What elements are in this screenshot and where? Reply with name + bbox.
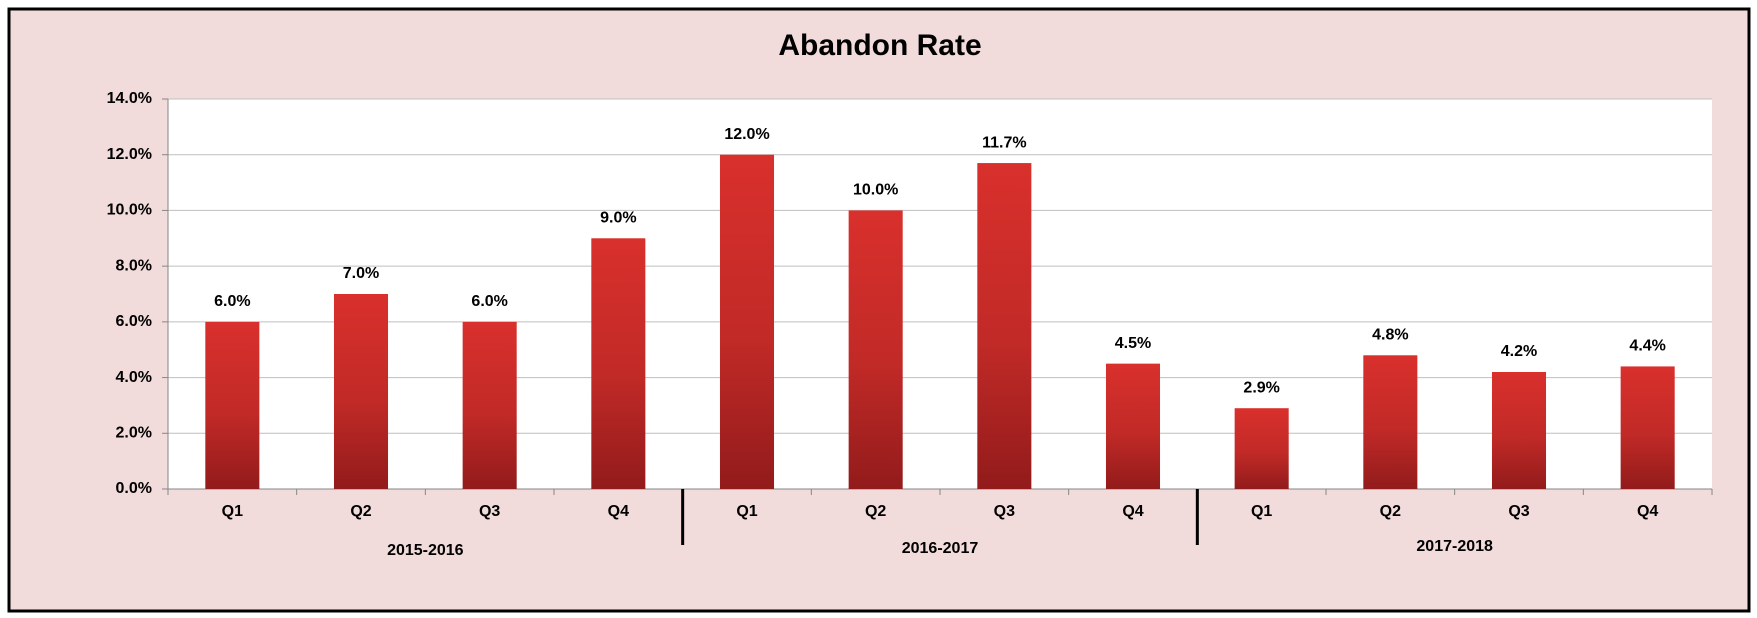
- data-label: 6.0%: [214, 293, 250, 310]
- y-tick-label: 10.0%: [107, 202, 152, 219]
- bar: [848, 210, 903, 489]
- bar: [205, 321, 260, 489]
- data-label: 4.4%: [1629, 338, 1665, 355]
- bar: [719, 154, 775, 489]
- bar: [1363, 355, 1418, 489]
- x-tick-label: Q1: [736, 503, 757, 520]
- data-label: 11.7%: [982, 134, 1026, 151]
- group-label: 2016-2017: [902, 540, 979, 557]
- bar: [977, 163, 1032, 490]
- x-tick-label: Q3: [479, 503, 500, 520]
- data-label: 6.0%: [471, 293, 507, 310]
- x-tick-label: Q2: [1380, 503, 1401, 520]
- bar: [1234, 408, 1289, 489]
- bar: [1620, 366, 1675, 489]
- x-tick-label: Q1: [1251, 503, 1272, 520]
- y-tick-label: 12.0%: [107, 146, 152, 163]
- x-tick-label: Q2: [350, 503, 371, 520]
- x-tick-label: Q2: [865, 503, 886, 520]
- y-tick-label: 2.0%: [116, 425, 152, 442]
- data-label: 4.5%: [1115, 335, 1151, 352]
- data-label: 2.9%: [1243, 379, 1279, 396]
- bar: [591, 238, 646, 489]
- group-label: 2015-2016: [387, 542, 464, 559]
- y-tick-label: 6.0%: [116, 313, 152, 330]
- y-tick-label: 4.0%: [116, 369, 152, 386]
- y-tick-label: 0.0%: [116, 480, 152, 497]
- data-label: 7.0%: [343, 265, 379, 282]
- group-label: 2017-2018: [1416, 538, 1493, 555]
- y-tick-label: 8.0%: [116, 257, 152, 274]
- data-label: 9.0%: [600, 210, 636, 227]
- data-label: 10.0%: [853, 182, 898, 199]
- bar: [462, 321, 517, 489]
- data-label: 4.2%: [1501, 343, 1537, 360]
- x-tick-label: Q4: [1637, 503, 1658, 520]
- data-label: 4.8%: [1372, 327, 1408, 344]
- data-label: 12.0%: [724, 126, 769, 143]
- y-tick-label: 14.0%: [107, 90, 152, 107]
- x-tick-label: Q3: [1508, 503, 1529, 520]
- x-tick-label: Q4: [1122, 503, 1143, 520]
- bar: [1491, 372, 1547, 489]
- bar: [333, 294, 389, 489]
- x-tick-label: Q4: [608, 503, 629, 520]
- x-tick-label: Q3: [994, 503, 1015, 520]
- plot-area: [168, 99, 1712, 489]
- bar: [1105, 363, 1161, 489]
- x-tick-label: Q1: [222, 503, 243, 520]
- chart-title: Abandon Rate: [778, 29, 981, 62]
